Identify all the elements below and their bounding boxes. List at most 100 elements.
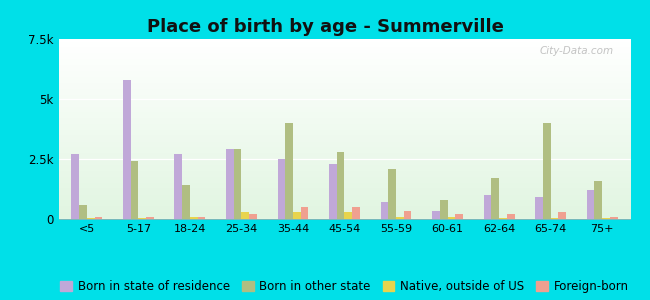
Bar bbox=[58, 208, 630, 209]
Bar bbox=[58, 52, 630, 53]
Bar bbox=[58, 119, 630, 120]
Bar bbox=[182, 185, 190, 219]
Bar bbox=[58, 77, 630, 78]
Bar bbox=[58, 145, 630, 146]
Bar bbox=[58, 192, 630, 193]
Bar bbox=[58, 74, 630, 75]
Bar bbox=[58, 120, 630, 121]
Bar bbox=[58, 171, 630, 172]
Bar bbox=[58, 155, 630, 156]
Bar bbox=[602, 218, 610, 219]
Bar bbox=[58, 209, 630, 210]
Bar bbox=[58, 163, 630, 164]
Bar bbox=[58, 131, 630, 132]
Bar bbox=[58, 218, 630, 219]
Bar bbox=[58, 76, 630, 77]
Bar bbox=[595, 181, 602, 219]
Bar bbox=[249, 214, 257, 219]
Bar bbox=[58, 173, 630, 174]
Bar bbox=[58, 181, 630, 182]
Bar bbox=[58, 124, 630, 125]
Bar bbox=[58, 60, 630, 61]
Bar bbox=[58, 103, 630, 104]
Bar bbox=[198, 217, 205, 219]
Bar bbox=[58, 149, 630, 150]
Bar bbox=[58, 217, 630, 218]
Bar bbox=[146, 217, 154, 219]
Bar bbox=[58, 112, 630, 113]
Bar bbox=[58, 185, 630, 186]
Bar bbox=[58, 172, 630, 173]
Bar bbox=[58, 177, 630, 178]
Bar bbox=[58, 58, 630, 59]
Bar bbox=[58, 206, 630, 207]
Bar bbox=[58, 49, 630, 50]
Bar bbox=[58, 166, 630, 167]
Bar bbox=[58, 128, 630, 129]
Bar bbox=[58, 216, 630, 217]
Bar bbox=[58, 81, 630, 82]
Bar bbox=[58, 190, 630, 191]
Bar bbox=[543, 123, 551, 219]
Bar bbox=[226, 149, 234, 219]
Bar bbox=[58, 70, 630, 71]
Bar bbox=[72, 154, 79, 219]
Bar bbox=[278, 159, 285, 219]
Bar bbox=[58, 199, 630, 200]
Bar bbox=[58, 178, 630, 179]
Bar bbox=[58, 137, 630, 138]
Bar bbox=[58, 152, 630, 153]
Bar bbox=[535, 197, 543, 219]
Bar bbox=[58, 204, 630, 205]
Bar bbox=[58, 115, 630, 116]
Bar bbox=[58, 96, 630, 97]
Bar bbox=[58, 138, 630, 139]
Bar bbox=[396, 217, 404, 219]
Bar bbox=[58, 104, 630, 105]
Bar bbox=[58, 156, 630, 157]
Bar bbox=[58, 194, 630, 195]
Bar bbox=[58, 214, 630, 215]
Bar bbox=[58, 186, 630, 187]
Bar bbox=[58, 215, 630, 216]
Bar bbox=[58, 162, 630, 163]
Bar bbox=[174, 154, 182, 219]
Bar bbox=[58, 168, 630, 169]
Legend: Born in state of residence, Born in other state, Native, outside of US, Foreign-: Born in state of residence, Born in othe… bbox=[55, 275, 634, 298]
Bar bbox=[58, 147, 630, 148]
Bar bbox=[58, 183, 630, 184]
Bar bbox=[58, 51, 630, 52]
Bar bbox=[58, 198, 630, 199]
Bar bbox=[58, 118, 630, 119]
Bar bbox=[79, 205, 87, 219]
Bar bbox=[58, 151, 630, 152]
Bar bbox=[58, 141, 630, 142]
Bar bbox=[58, 54, 630, 55]
Bar bbox=[58, 108, 630, 109]
Bar bbox=[58, 109, 630, 110]
Bar bbox=[58, 121, 630, 122]
Bar bbox=[58, 110, 630, 111]
Bar bbox=[58, 125, 630, 126]
Bar bbox=[58, 89, 630, 90]
Bar bbox=[58, 98, 630, 99]
Bar bbox=[58, 187, 630, 188]
Bar bbox=[58, 45, 630, 46]
Bar bbox=[58, 79, 630, 80]
Bar bbox=[58, 99, 630, 100]
Bar bbox=[58, 140, 630, 141]
Bar bbox=[58, 64, 630, 65]
Bar bbox=[58, 67, 630, 68]
Bar bbox=[404, 211, 411, 219]
Bar bbox=[58, 211, 630, 212]
Bar bbox=[58, 142, 630, 143]
Bar bbox=[58, 189, 630, 190]
Bar bbox=[241, 212, 249, 219]
Bar bbox=[499, 218, 507, 219]
Bar bbox=[58, 88, 630, 89]
Bar bbox=[58, 113, 630, 114]
Bar bbox=[58, 154, 630, 155]
Bar bbox=[58, 107, 630, 108]
Bar bbox=[58, 92, 630, 93]
Bar bbox=[610, 217, 617, 219]
